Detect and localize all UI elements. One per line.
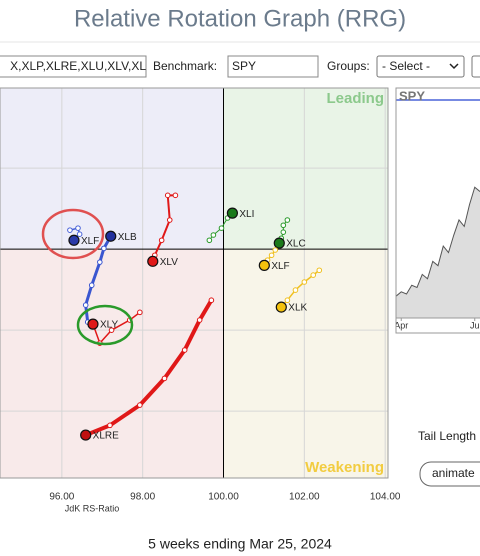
tail-marker	[310, 272, 317, 278]
x-tick-label: Apr	[394, 320, 408, 330]
head-marker	[87, 318, 99, 330]
head-marker	[275, 301, 287, 313]
spy-plot: Apr Ju SPY	[394, 88, 480, 333]
tail-marker	[137, 402, 143, 408]
select-arrow	[449, 63, 459, 70]
head-marker	[258, 259, 270, 271]
tail-marker	[164, 192, 171, 199]
series-label: XLF	[81, 236, 99, 247]
series-label: XLY	[100, 320, 118, 331]
extra-control[interactable]	[471, 55, 480, 78]
tail-marker	[97, 259, 103, 265]
quadrant-bg	[0, 249, 224, 478]
quadrant-label: Weakening	[305, 459, 384, 476]
page-title: Relative Rotation Graph (RRG)	[74, 5, 406, 32]
area-line	[396, 186, 480, 297]
spy-title: SPY	[399, 88, 425, 103]
tail-marker	[158, 237, 165, 244]
head-marker	[68, 234, 80, 246]
tail-marker	[210, 232, 217, 238]
tail-marker	[268, 252, 275, 259]
tail-marker	[166, 217, 173, 223]
tail-marker	[67, 227, 73, 233]
highlight-circle	[41, 208, 105, 260]
tail-marker	[280, 229, 287, 235]
head-marker	[105, 230, 117, 242]
x-tick-label: 104.00	[370, 492, 401, 503]
tail-marker	[172, 192, 179, 199]
groups-label: Groups:	[327, 59, 370, 73]
tail-marker	[316, 267, 323, 274]
x-tick-label: 96.00	[49, 492, 74, 503]
animate-button[interactable]	[419, 461, 480, 487]
series-label: XLB	[118, 232, 137, 243]
tail-marker	[107, 422, 113, 429]
tail-marker	[76, 231, 83, 237]
series-label: XLV	[160, 257, 178, 268]
groups-text: - Select -	[382, 59, 430, 73]
head-marker	[273, 237, 285, 249]
benchmark-text: SPY	[232, 59, 256, 73]
highlights	[41, 208, 134, 346]
tail-marker	[301, 279, 308, 285]
groups-select[interactable]	[376, 55, 465, 78]
x-tick-label: 102.00	[289, 492, 320, 503]
tail-marker	[218, 225, 225, 231]
tail-marker	[108, 327, 115, 333]
symbols-text: X,XLP,XLRE,XLU,XLV,XL	[10, 59, 146, 73]
tail-marker	[206, 237, 213, 244]
spy-frame	[395, 87, 480, 334]
head-marker	[226, 207, 238, 219]
tail-marker	[292, 287, 299, 293]
series-label: XLK	[288, 303, 307, 314]
animate-text: animate	[432, 466, 475, 480]
tail-marker	[284, 297, 291, 304]
benchmark-label: Benchmark:	[153, 59, 217, 73]
x-axis-label: JdK RS-Ratio	[65, 503, 120, 513]
quadrant-bg	[223, 249, 388, 478]
head-marker	[147, 255, 159, 267]
tail-length-label: Tail Length	[418, 429, 476, 443]
x-tick-label: 98.00	[130, 492, 155, 503]
rrg-frame	[0, 87, 389, 479]
tail-marker	[137, 309, 143, 316]
tail-marker	[82, 302, 89, 308]
symbols-input[interactable]	[0, 55, 147, 78]
series-label: XLRE	[93, 431, 119, 442]
series-label: XLI	[239, 209, 254, 220]
footer: 5 weeks ending Mar 25, 2024	[148, 536, 332, 552]
highlight-circle	[76, 304, 134, 346]
rrg-axis: 96.00 98.00 100.00 102.00 104.00 JdK RS-Ratio	[49, 492, 401, 514]
rrg-plot: Leading Weakening XLF XLB XLY XLV XLRE XLI XLC XL…	[0, 88, 388, 478]
quadrant-label: Leading	[326, 90, 384, 107]
series-label: XLF	[271, 261, 289, 272]
tail-marker	[181, 347, 188, 353]
benchmark-input[interactable]	[227, 55, 319, 78]
head-marker	[80, 429, 92, 441]
tail-marker	[161, 375, 168, 382]
x-tick-label: Ju	[470, 320, 480, 330]
tail-marker	[284, 217, 291, 223]
x-tick-label: 100.00	[208, 492, 239, 503]
tail-marker	[280, 222, 287, 229]
tail-marker	[75, 225, 81, 231]
tail-marker	[272, 247, 279, 253]
tail-marker	[196, 317, 203, 323]
tail-marker	[88, 282, 95, 289]
tail-marker	[101, 245, 107, 252]
series-label: XLC	[286, 239, 305, 250]
tail-marker	[208, 297, 215, 304]
